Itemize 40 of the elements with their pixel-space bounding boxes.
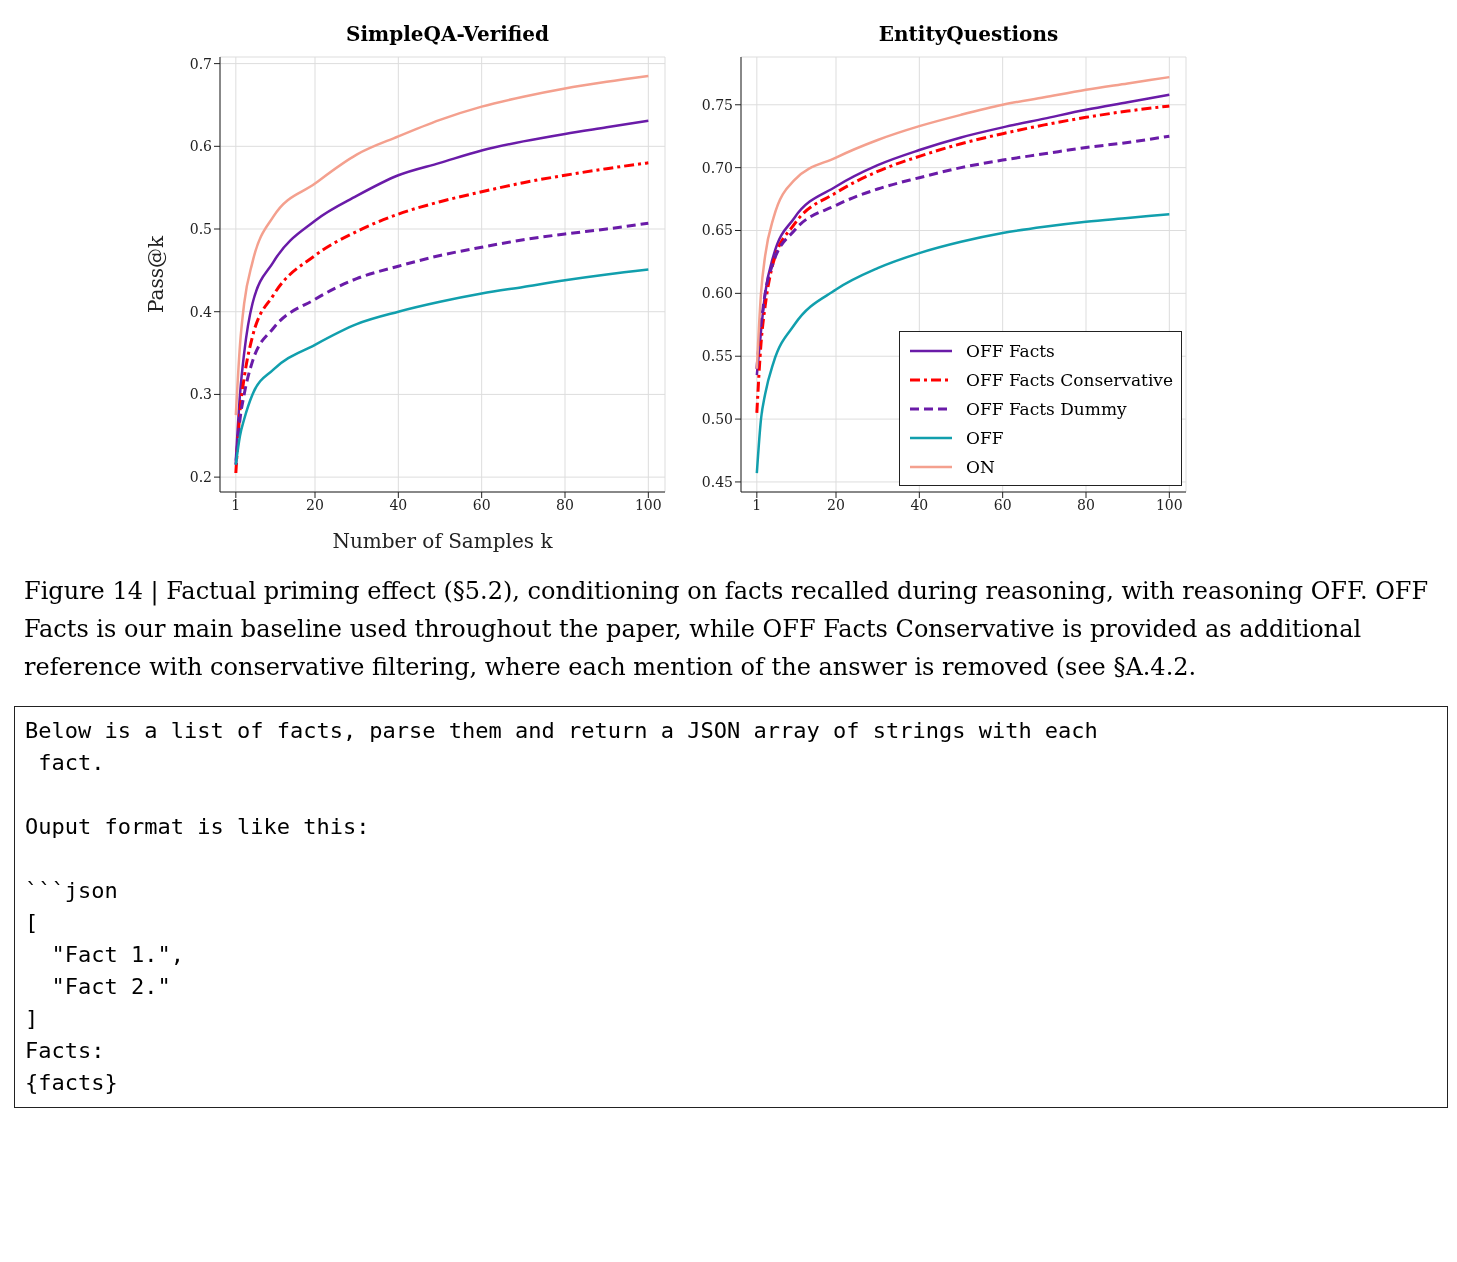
y-tick-label: 0.70 <box>701 159 733 176</box>
x-tick-label: 40 <box>910 496 929 513</box>
x-tick-label: 100 <box>1155 496 1183 513</box>
y-tick-label: 0.4 <box>189 303 213 320</box>
y-tick-label: 0.6 <box>189 138 213 155</box>
y-tick-label: 0.3 <box>189 386 212 403</box>
legend-label: ON <box>966 456 995 477</box>
x-tick-label: 60 <box>472 496 491 513</box>
line-series <box>234 74 650 417</box>
x-tick-label: 40 <box>389 496 408 513</box>
legend-label: OFF <box>966 427 1004 448</box>
x-tick-label: 100 <box>634 496 662 513</box>
y-tick-label: 0.2 <box>189 469 212 486</box>
x-tick-label: 80 <box>556 496 574 513</box>
legend-label: OFF Facts Dummy <box>966 398 1127 419</box>
x-axis-title: Number of Samples k <box>332 529 554 553</box>
y-tick-label: 0.5 <box>189 220 212 237</box>
y-axis-title: Pass@k <box>144 235 168 314</box>
x-tick-label: 80 <box>1077 496 1095 513</box>
x-tick-label: 20 <box>827 496 845 513</box>
y-tick-label: 0.50 <box>701 411 733 428</box>
y-tick-label: 0.60 <box>701 285 733 302</box>
legend-label: OFF Facts Conservative <box>966 369 1173 390</box>
x-tick-label: 1 <box>231 496 241 513</box>
chart-title: EntityQuestions <box>877 22 1060 48</box>
line-series <box>234 161 650 475</box>
caption: Figure 14 | Factual priming effect (§5.2), conditioning on facts recalled during reasoning, with reasoning OFF. OFF Facts is our main baseline used throughout the paper, while OFF Facts Conservative is provided as additional reference with conservative filtering, where each mention of the answer is removed (see §A.4.2. <box>24 576 1430 683</box>
y-tick-label: 0.45 <box>701 473 733 490</box>
x-tick-label: 60 <box>993 496 1012 513</box>
x-tick-label: 20 <box>306 496 324 513</box>
y-tick-label: 0.55 <box>701 348 733 365</box>
x-tick-label: 1 <box>752 496 762 513</box>
chart-title: SimpleQA-Verified <box>344 22 551 48</box>
y-tick-label: 0.75 <box>701 96 733 113</box>
text: Below is a list of facts, parse them and return a JSON array of strings with each fact. Ouput format is like this: ```json [ "Fact 1.", "Fact 2." ] Facts: {facts} <box>25 718 1098 1095</box>
y-tick-label: 0.65 <box>701 222 733 239</box>
line-series <box>755 212 1171 475</box>
line-series <box>234 268 650 466</box>
legend-label: OFF Facts <box>966 340 1055 361</box>
y-tick-label: 0.7 <box>189 55 212 72</box>
